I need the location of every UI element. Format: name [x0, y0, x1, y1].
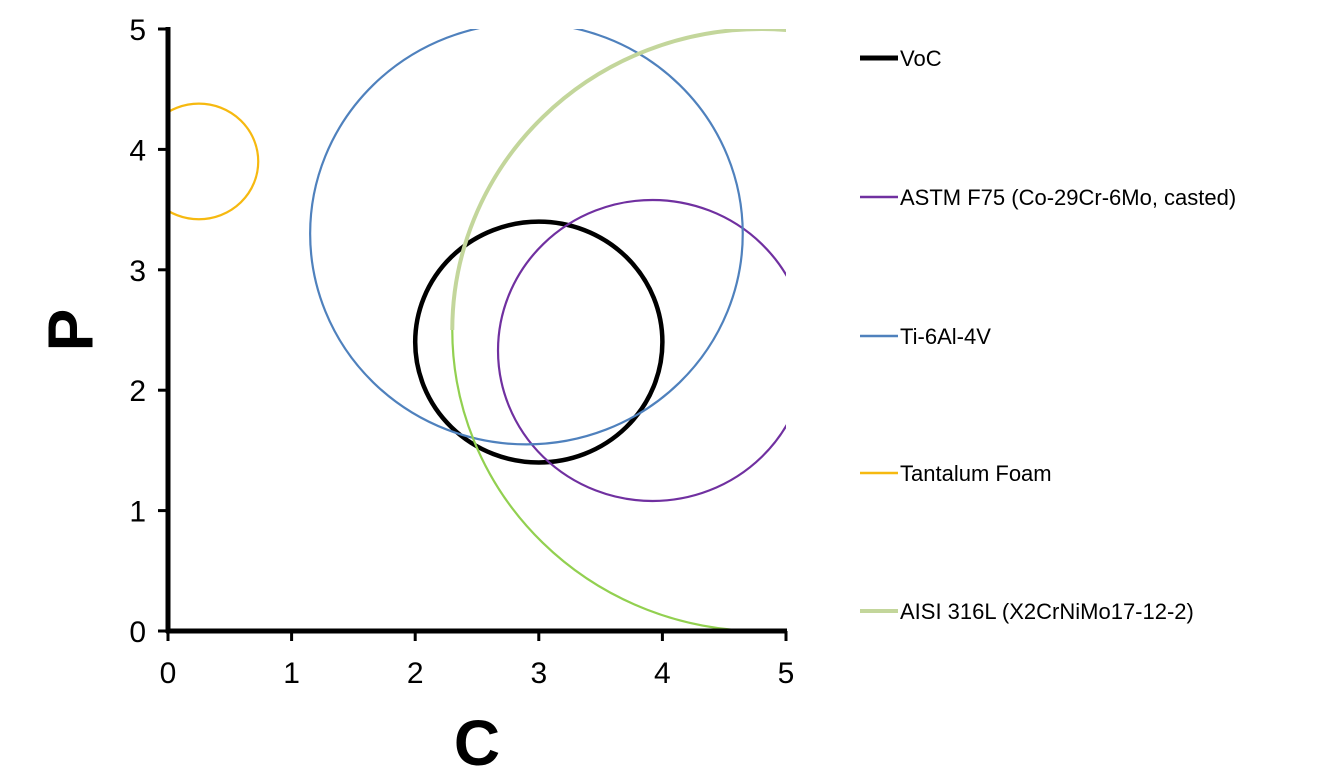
y-tick-label: 0	[129, 616, 146, 649]
x-axis-title: C	[454, 707, 500, 779]
y-axis-title: P	[34, 309, 106, 352]
series-tantalum-foam	[168, 102, 260, 221]
legend: VoC ASTM F75 (Co-29Cr-6Mo, casted) Ti-6Al-…	[860, 46, 1236, 624]
legend-label-ti-6al-4v: Ti-6Al-4V	[900, 324, 991, 349]
y-tick-label: 1	[129, 496, 146, 529]
legend-label-astm-f75-co-29cr-6mo-casted: ASTM F75 (Co-29Cr-6Mo, casted)	[900, 185, 1236, 210]
x-tick-label: 0	[160, 657, 177, 690]
legend-label-voc: VoC	[900, 46, 942, 71]
x-tick-label: 1	[283, 657, 300, 690]
series-astm-f75-co-29cr-6mo-casted	[496, 198, 786, 503]
series-ti-6al-4v	[309, 29, 744, 446]
legend-label-tantalum-foam: Tantalum Foam	[900, 461, 1052, 486]
series-voc	[412, 219, 665, 465]
ticks: 0 1 2 3 4 5 0 1 2 3 4 5	[129, 14, 794, 690]
axes	[165, 27, 787, 634]
series-aisi-316l-x2crnimo17-12-2-upper	[450, 29, 786, 331]
x-tick-label: 2	[407, 657, 424, 690]
x-tick-label: 4	[654, 657, 671, 690]
legend-label-aisi-316l-x2crnimo17-12-2: AISI 316L (X2CrNiMo17-12-2)	[900, 599, 1194, 624]
y-tick-label: 2	[129, 375, 146, 408]
y-tick-label: 3	[129, 255, 146, 288]
plot-area	[168, 29, 786, 631]
x-tick-label: 5	[778, 657, 795, 690]
y-tick-label: 4	[129, 134, 146, 167]
x-tick-label: 3	[530, 657, 547, 690]
y-tick-label: 5	[129, 14, 146, 47]
